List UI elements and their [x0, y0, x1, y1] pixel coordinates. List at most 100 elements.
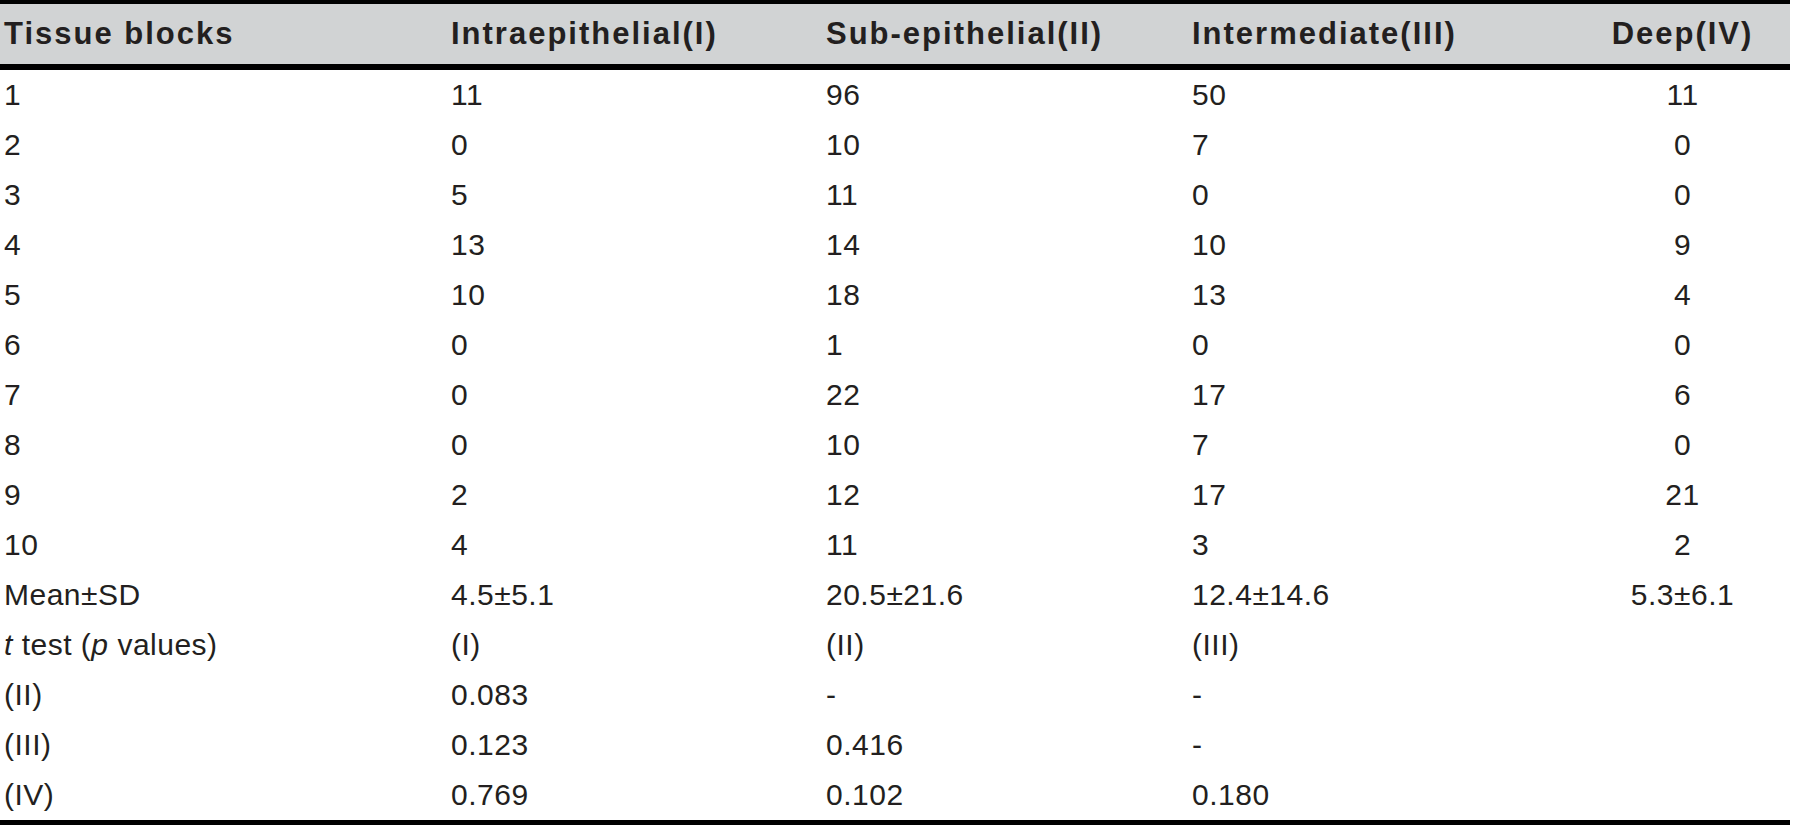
table-cell: 0 — [1575, 320, 1790, 370]
table-cell: 50 — [1192, 67, 1575, 120]
table-cell: 0 — [1575, 420, 1790, 470]
table-cell: 0.416 — [826, 720, 1192, 770]
table-cell: 0.102 — [826, 770, 1192, 823]
table-cell: 11 — [826, 170, 1192, 220]
table-cell: 14 — [826, 220, 1192, 270]
italic-text: p — [91, 628, 108, 661]
table-cell: 96 — [826, 67, 1192, 120]
column-header-deep-iv: Deep(IV) — [1575, 2, 1790, 67]
table-row: 351100 — [0, 170, 1790, 220]
table-row: 60100 — [0, 320, 1790, 370]
table-row: 801070 — [0, 420, 1790, 470]
results-table: Tissue blocksIntraepithelial(I)Sub-epith… — [0, 0, 1790, 825]
table-cell: - — [1192, 720, 1575, 770]
plain-text: test ( — [13, 628, 92, 661]
table-cell: (II) — [826, 620, 1192, 670]
table-cell: 18 — [826, 270, 1192, 320]
row-label-cell: 2 — [0, 120, 451, 170]
table-cell: 10 — [451, 270, 826, 320]
row-label-cell: (III) — [0, 720, 451, 770]
table-cell: 0 — [1192, 170, 1575, 220]
table-cell: 11 — [826, 520, 1192, 570]
row-label-cell: t test (p values) — [0, 620, 451, 670]
table-cell: 0.123 — [451, 720, 826, 770]
column-header-intraepithelial-i: Intraepithelial(I) — [451, 2, 826, 67]
table-cell: 0.083 — [451, 670, 826, 720]
row-label-cell: (II) — [0, 670, 451, 720]
row-label-cell: 8 — [0, 420, 451, 470]
row-label-cell: 6 — [0, 320, 451, 370]
table-cell: 20.5±21.6 — [826, 570, 1192, 620]
table-cell: - — [1192, 670, 1575, 720]
journal-table-figure: Tissue blocksIntraepithelial(I)Sub-epith… — [0, 0, 1799, 833]
table-row: 41314109 — [0, 220, 1790, 270]
table-cell: 17 — [1192, 370, 1575, 420]
table-cell: 13 — [451, 220, 826, 270]
table-cell: 22 — [826, 370, 1192, 420]
table-header: Tissue blocksIntraepithelial(I)Sub-epith… — [0, 2, 1790, 67]
table-body: 1119650112010703511004131410951018134601… — [0, 67, 1790, 823]
row-label-cell: 4 — [0, 220, 451, 270]
table-cell: 2 — [451, 470, 826, 520]
table-cell: 0 — [1192, 320, 1575, 370]
column-header-intermediate-iii: Intermediate(III) — [1192, 2, 1575, 67]
table-cell: 12 — [826, 470, 1192, 520]
table-cell: 3 — [1192, 520, 1575, 570]
table-cell: 1 — [826, 320, 1192, 370]
table-cell: 10 — [1192, 220, 1575, 270]
table-row: Mean±SD4.5±5.120.5±21.612.4±14.65.3±6.1 — [0, 570, 1790, 620]
table-cell: 9 — [1575, 220, 1790, 270]
table-cell: 4 — [451, 520, 826, 570]
table-cell: 6 — [1575, 370, 1790, 420]
table-row: 7022176 — [0, 370, 1790, 420]
table-cell: 12.4±14.6 — [1192, 570, 1575, 620]
table-row: 201070 — [0, 120, 1790, 170]
italic-text: t — [4, 628, 13, 661]
table-cell: 0 — [451, 320, 826, 370]
table-cell: 7 — [1192, 420, 1575, 470]
table-cell — [1575, 770, 1790, 823]
row-label-cell: 9 — [0, 470, 451, 520]
table-row: 51018134 — [0, 270, 1790, 320]
table-cell: - — [826, 670, 1192, 720]
row-label-cell: 10 — [0, 520, 451, 570]
table-row: (III)0.1230.416- — [0, 720, 1790, 770]
row-label-cell: Mean±SD — [0, 570, 451, 620]
table-cell: (I) — [451, 620, 826, 670]
table-cell: 4.5±5.1 — [451, 570, 826, 620]
table-cell: 21 — [1575, 470, 1790, 520]
row-label-cell: 1 — [0, 67, 451, 120]
table-cell: 7 — [1192, 120, 1575, 170]
table-cell — [1575, 670, 1790, 720]
table-row: 1041132 — [0, 520, 1790, 570]
table-cell: 0 — [1575, 120, 1790, 170]
table-cell: (III) — [1192, 620, 1575, 670]
table-cell: 0.180 — [1192, 770, 1575, 823]
row-label-cell: 7 — [0, 370, 451, 420]
table-cell: 10 — [826, 120, 1192, 170]
table-row: (II)0.083-- — [0, 670, 1790, 720]
table-row: (IV)0.7690.1020.180 — [0, 770, 1790, 823]
header-row: Tissue blocksIntraepithelial(I)Sub-epith… — [0, 2, 1790, 67]
table-cell: 17 — [1192, 470, 1575, 520]
table-row: 92121721 — [0, 470, 1790, 520]
row-label-cell: 3 — [0, 170, 451, 220]
table-cell: 11 — [451, 67, 826, 120]
row-label-cell: 5 — [0, 270, 451, 320]
table-cell: 5 — [451, 170, 826, 220]
table-cell: 0 — [451, 120, 826, 170]
table-row: t test (p values)(I)(II)(III) — [0, 620, 1790, 670]
table-cell: 4 — [1575, 270, 1790, 320]
table-cell: 0.769 — [451, 770, 826, 823]
table-cell: 0 — [451, 420, 826, 470]
row-label-cell: (IV) — [0, 770, 451, 823]
table-cell: 0 — [451, 370, 826, 420]
table-cell: 0 — [1575, 170, 1790, 220]
table-cell: 10 — [826, 420, 1192, 470]
table-cell: 5.3±6.1 — [1575, 570, 1790, 620]
table-cell — [1575, 720, 1790, 770]
table-cell: 2 — [1575, 520, 1790, 570]
plain-text: values) — [109, 628, 218, 661]
table-cell: 11 — [1575, 67, 1790, 120]
table-row: 111965011 — [0, 67, 1790, 120]
